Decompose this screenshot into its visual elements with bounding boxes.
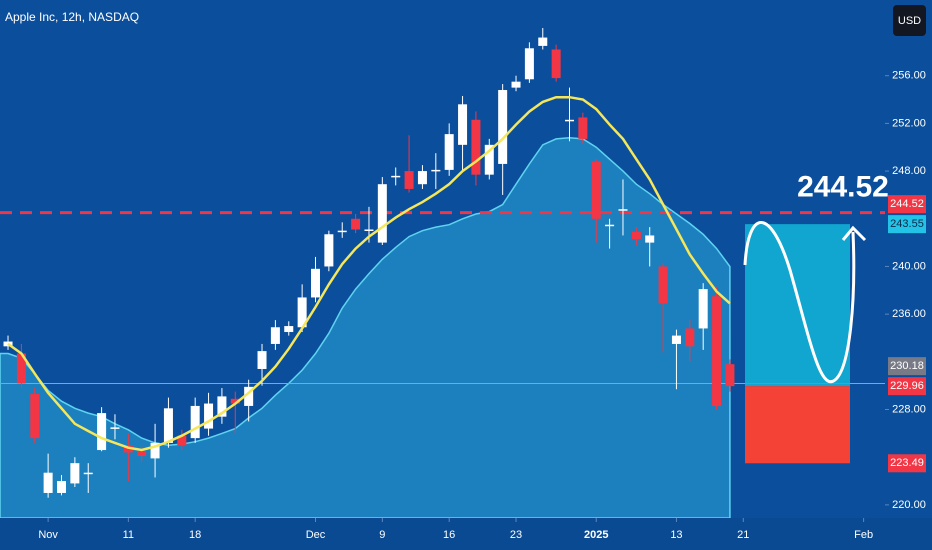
- x-tick-label: 18: [189, 529, 201, 541]
- candle-body: [511, 81, 521, 88]
- candle-body: [538, 37, 548, 46]
- candle-body: [444, 134, 454, 170]
- x-tick-label: 9: [379, 529, 385, 541]
- ma-line: [7, 95, 731, 452]
- candle-body: [43, 472, 53, 493]
- candle-body: [618, 209, 628, 211]
- candle-body: [337, 230, 347, 233]
- candle-body: [97, 413, 107, 451]
- currency-button[interactable]: [893, 5, 926, 36]
- price-label-box: [888, 215, 926, 234]
- candle-body: [524, 48, 534, 80]
- candle-body: [110, 427, 120, 429]
- candle-body: [417, 171, 427, 185]
- projection-curve: [743, 221, 856, 384]
- projection-loss: [745, 386, 850, 464]
- candle-body: [431, 169, 441, 172]
- x-tick-label: 16: [443, 529, 455, 541]
- price-label: 243.55: [890, 218, 924, 230]
- candle-body: [324, 234, 334, 267]
- y-tick-label: 252.00: [892, 117, 926, 129]
- candle-body: [471, 119, 481, 175]
- projection-arrow: [841, 225, 867, 242]
- candle-body: [230, 398, 240, 404]
- candle-body: [351, 218, 361, 230]
- candle-body: [137, 451, 147, 457]
- candle-body: [16, 353, 26, 384]
- candle-body: [671, 335, 681, 344]
- candle-body: [725, 364, 735, 387]
- y-tick-label: 240.00: [892, 260, 926, 272]
- candle-body: [297, 297, 307, 328]
- candle-body: [551, 49, 561, 79]
- candle-body: [404, 171, 414, 189]
- x-tick-label: Dec: [306, 529, 326, 541]
- price-label-box: [888, 377, 926, 396]
- price-label-box: [888, 454, 926, 473]
- candle-body: [163, 408, 173, 443]
- candle-body: [591, 161, 601, 219]
- price-label: 229.96: [890, 380, 924, 392]
- candle-body: [498, 90, 508, 164]
- price-label: 223.49: [890, 457, 924, 469]
- candle-body: [605, 224, 615, 227]
- target-annotation: 244.52: [797, 170, 889, 203]
- ma-area: [0, 136, 731, 519]
- x-tick-label: 11: [123, 529, 134, 541]
- candle-body: [217, 396, 227, 417]
- x-tick-label: 2025: [584, 529, 608, 541]
- candle-body: [578, 117, 588, 139]
- candle-body: [204, 403, 214, 429]
- candle-body: [645, 235, 655, 243]
- candle-body: [685, 328, 695, 347]
- candle-body: [270, 327, 280, 344]
- projection-profit: [745, 224, 850, 387]
- candle-body: [631, 231, 641, 240]
- x-tick-label: Feb: [854, 529, 873, 541]
- x-tick-label: 23: [510, 529, 522, 541]
- price-label: 244.52: [890, 198, 924, 210]
- candle-body: [391, 175, 401, 178]
- currency-label: USD: [898, 15, 921, 27]
- candle-body: [257, 351, 267, 369]
- candle-body: [244, 386, 254, 406]
- candle-body: [30, 394, 40, 439]
- y-tick-label: 248.00: [892, 165, 926, 177]
- x-tick-label: 13: [670, 529, 682, 541]
- x-tick-label: 21: [737, 529, 749, 541]
- x-tick-label: Nov: [38, 529, 58, 541]
- candle-body: [698, 289, 708, 329]
- candle-body: [565, 119, 575, 122]
- candle-body: [712, 296, 722, 406]
- y-tick-label: 220.00: [892, 499, 926, 511]
- price-label: 230.18: [890, 360, 924, 372]
- candle-body: [484, 144, 494, 175]
- candle-body: [190, 405, 200, 439]
- candle-body: [377, 184, 387, 243]
- price-label-box: [888, 357, 926, 376]
- y-tick-label: 228.00: [892, 403, 926, 415]
- candle-body: [70, 463, 80, 484]
- y-tick-label: 256.00: [892, 70, 926, 82]
- candle-body: [83, 472, 93, 475]
- x-axis-band: [0, 518, 932, 550]
- plot-area: [0, 28, 885, 519]
- candle-body: [458, 104, 468, 145]
- chart-title: Apple Inc, 12h, NASDAQ: [5, 10, 139, 24]
- y-tick-label: 236.00: [892, 308, 926, 320]
- candle-body: [364, 229, 374, 231]
- price-label-box: [888, 195, 926, 214]
- candle-body: [177, 435, 187, 446]
- candle-body: [310, 268, 320, 298]
- candle-body: [284, 326, 294, 333]
- candle-body: [150, 442, 160, 459]
- candle-body: [658, 266, 668, 304]
- candle-body: [56, 481, 66, 493]
